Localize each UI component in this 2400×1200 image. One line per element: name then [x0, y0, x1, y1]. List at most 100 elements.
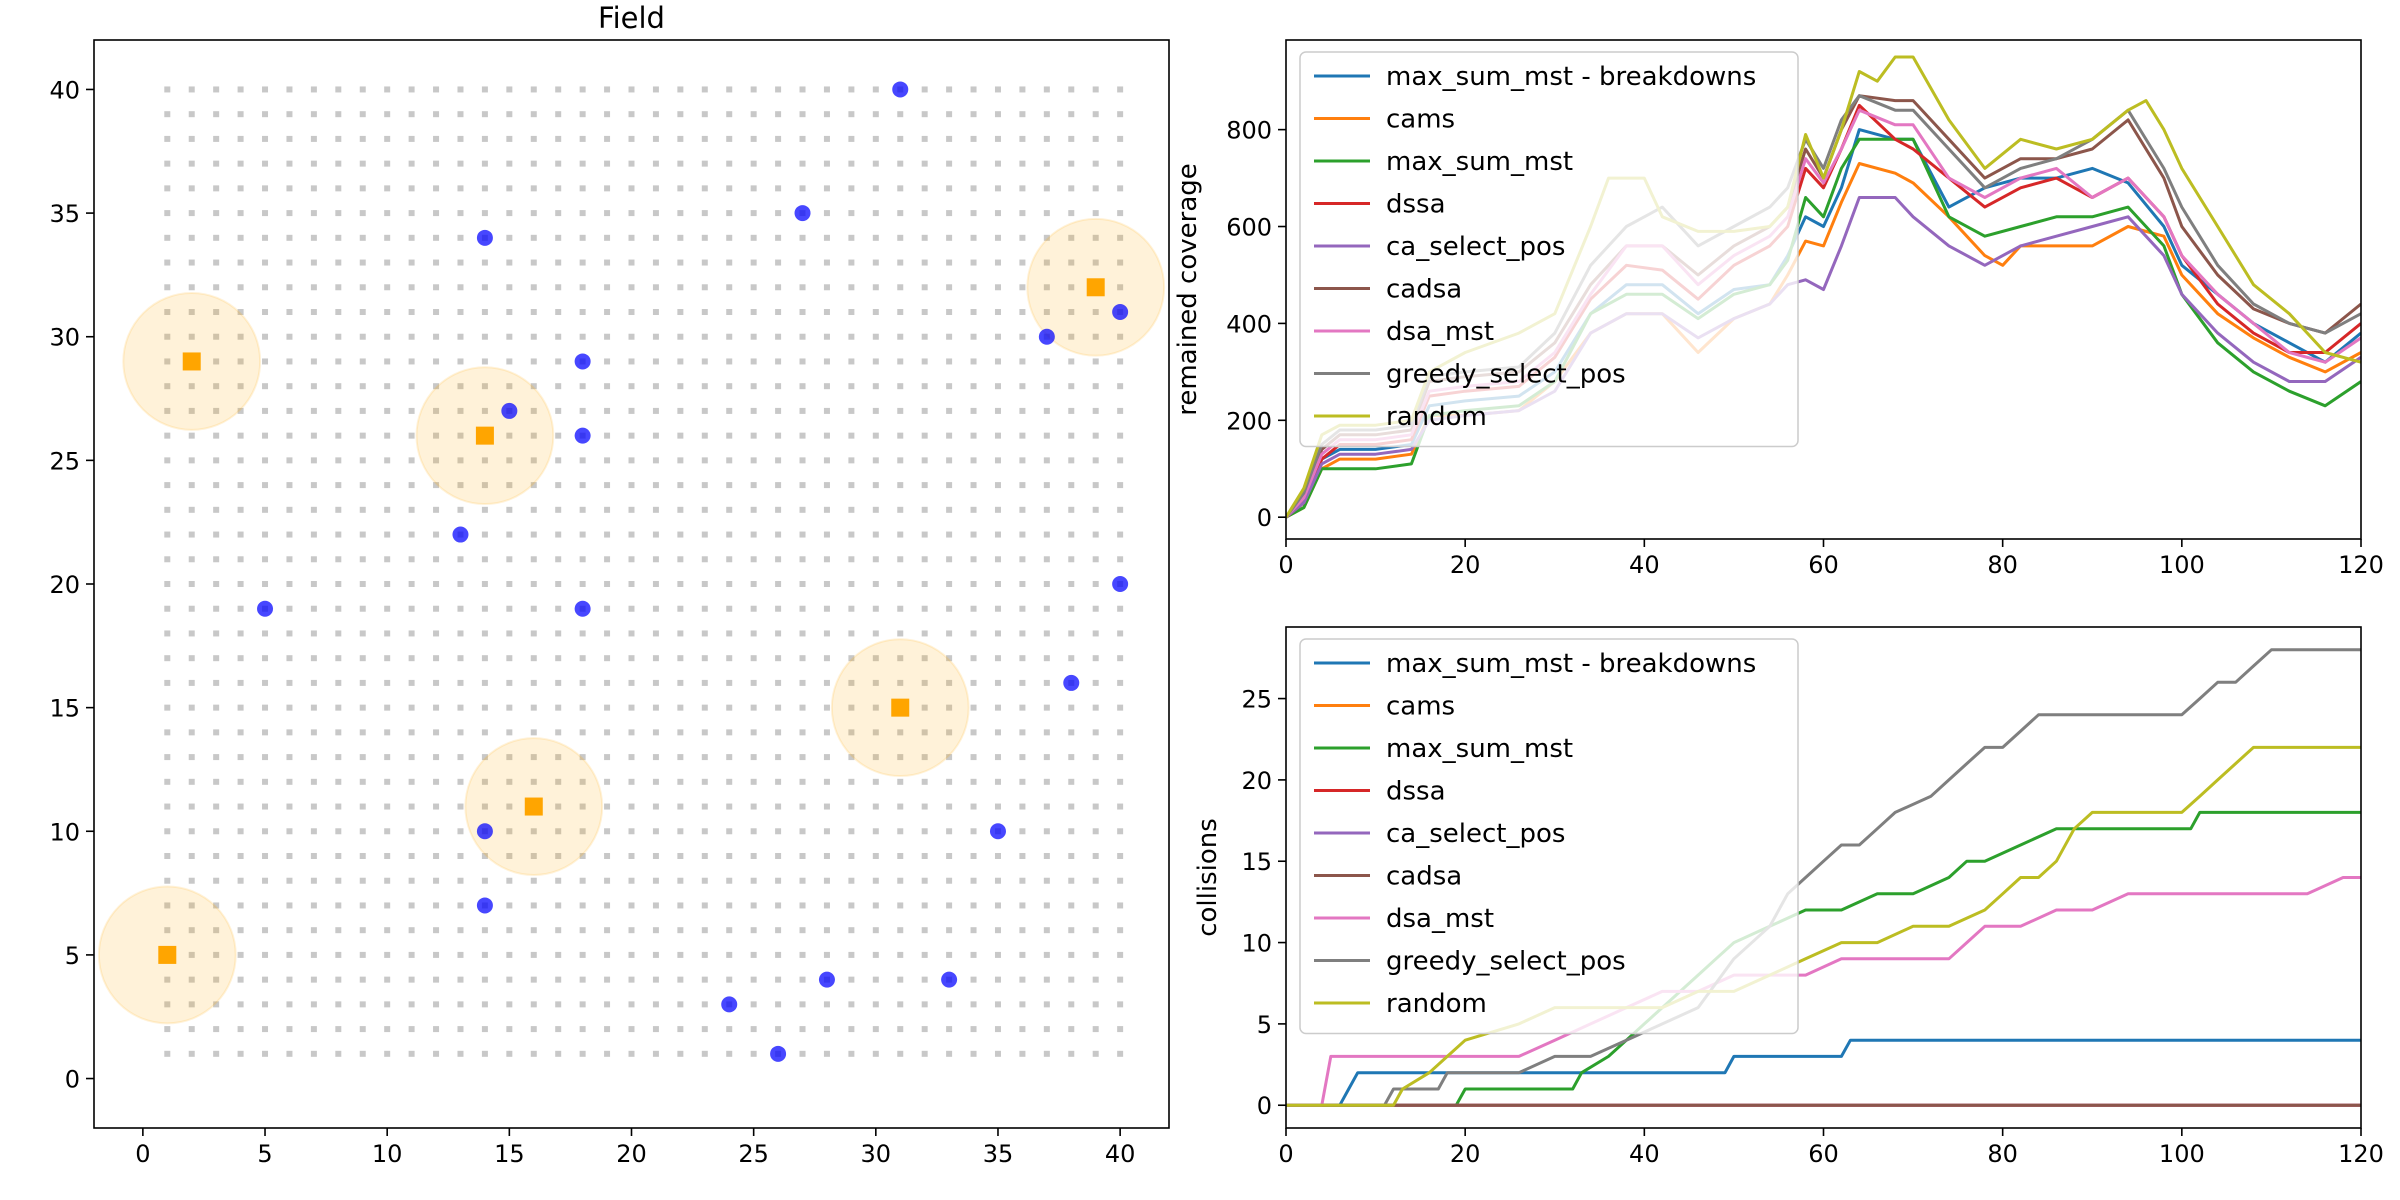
- grid-point: [872, 1026, 879, 1033]
- grid-point: [555, 605, 562, 612]
- grid-point: [237, 407, 244, 414]
- grid-point: [750, 482, 757, 489]
- legend-label: dsa_mst: [1386, 904, 1494, 934]
- x-tick-label: 60: [1808, 551, 1839, 579]
- grid-point: [652, 828, 659, 835]
- grid-point: [530, 457, 537, 464]
- grid-point: [579, 86, 586, 93]
- grid-point: [823, 605, 830, 612]
- grid-point: [188, 284, 195, 291]
- grid-point: [1019, 86, 1026, 93]
- grid-point: [872, 581, 879, 587]
- grid-point: [628, 605, 635, 612]
- grid-point: [457, 902, 464, 909]
- grid-point: [994, 86, 1001, 93]
- grid-point: [286, 581, 293, 587]
- grid-point: [848, 581, 855, 587]
- grid-point: [481, 976, 488, 983]
- y-axis-label: collisions: [1193, 818, 1223, 937]
- grid-point: [481, 754, 488, 761]
- grid-point: [726, 1050, 733, 1057]
- grid-point: [579, 1050, 586, 1057]
- grid-point: [970, 1050, 977, 1057]
- grid-point: [604, 754, 611, 761]
- grid-point: [750, 902, 757, 909]
- grid-point: [701, 704, 708, 711]
- grid-point: [530, 333, 537, 340]
- grid-point: [897, 581, 904, 587]
- grid-point: [213, 951, 220, 958]
- grid-point: [799, 111, 806, 118]
- grid-point: [408, 135, 415, 142]
- grid-point: [701, 877, 708, 884]
- grid-point: [433, 729, 440, 736]
- grid-point: [384, 630, 391, 637]
- grid-point: [1092, 754, 1099, 761]
- grid-point: [604, 556, 611, 563]
- grid-point: [310, 902, 317, 909]
- grid-point: [433, 679, 440, 686]
- grid-point: [213, 754, 220, 761]
- grid-point: [530, 581, 537, 587]
- grid-point: [408, 976, 415, 983]
- grid-point: [481, 605, 488, 612]
- grid-point: [604, 853, 611, 859]
- grid-point: [286, 383, 293, 390]
- grid-point: [457, 655, 464, 662]
- grid-point: [310, 679, 317, 686]
- grid-point: [262, 581, 269, 587]
- grid-point: [335, 655, 342, 662]
- grid-point: [433, 902, 440, 909]
- grid-point: [1068, 86, 1075, 93]
- grid-point: [555, 135, 562, 142]
- grid-point: [921, 754, 928, 761]
- grid-point: [286, 185, 293, 192]
- grid-point: [775, 259, 782, 266]
- grid-point: [994, 160, 1001, 167]
- grid-point: [335, 581, 342, 587]
- grid-point: [457, 333, 464, 340]
- grid-point: [237, 482, 244, 489]
- grid-point: [262, 358, 269, 365]
- grid-point: [604, 383, 611, 390]
- y-tick-label: 200: [1226, 407, 1272, 435]
- grid-point: [213, 976, 220, 983]
- grid-point: [335, 309, 342, 315]
- grid-point: [506, 951, 513, 958]
- grid-point: [1043, 902, 1050, 909]
- grid-point: [1043, 581, 1050, 587]
- grid-point: [555, 185, 562, 192]
- grid-point: [530, 976, 537, 983]
- grid-point: [1043, 803, 1050, 810]
- grid-point: [164, 506, 171, 513]
- grid-point: [164, 531, 171, 538]
- grid-point: [164, 902, 171, 909]
- grid-point: [530, 1001, 537, 1008]
- grid-point: [310, 86, 317, 93]
- grid-point: [262, 284, 269, 291]
- grid-point: [848, 655, 855, 662]
- grid-point: [726, 309, 733, 315]
- grid-point: [1019, 778, 1026, 785]
- grid-point: [1117, 853, 1124, 859]
- grid-point: [506, 358, 513, 365]
- legend-label: ca_select_pos: [1386, 232, 1565, 262]
- grid-point: [359, 506, 366, 513]
- grid-point: [652, 729, 659, 736]
- grid-point: [921, 407, 928, 414]
- grid-point: [726, 135, 733, 142]
- grid-point: [604, 284, 611, 291]
- grid-point: [994, 877, 1001, 884]
- grid-point: [1068, 1050, 1075, 1057]
- legend-label: cams: [1386, 692, 1455, 722]
- grid-point: [604, 679, 611, 686]
- grid-point: [750, 333, 757, 340]
- grid-point: [799, 383, 806, 390]
- grid-point: [457, 704, 464, 711]
- grid-point: [897, 976, 904, 983]
- grid-point: [628, 111, 635, 118]
- grid-point: [164, 210, 171, 217]
- grid-point: [604, 704, 611, 711]
- x-tick-label: 120: [2338, 1140, 2384, 1168]
- grid-point: [897, 556, 904, 563]
